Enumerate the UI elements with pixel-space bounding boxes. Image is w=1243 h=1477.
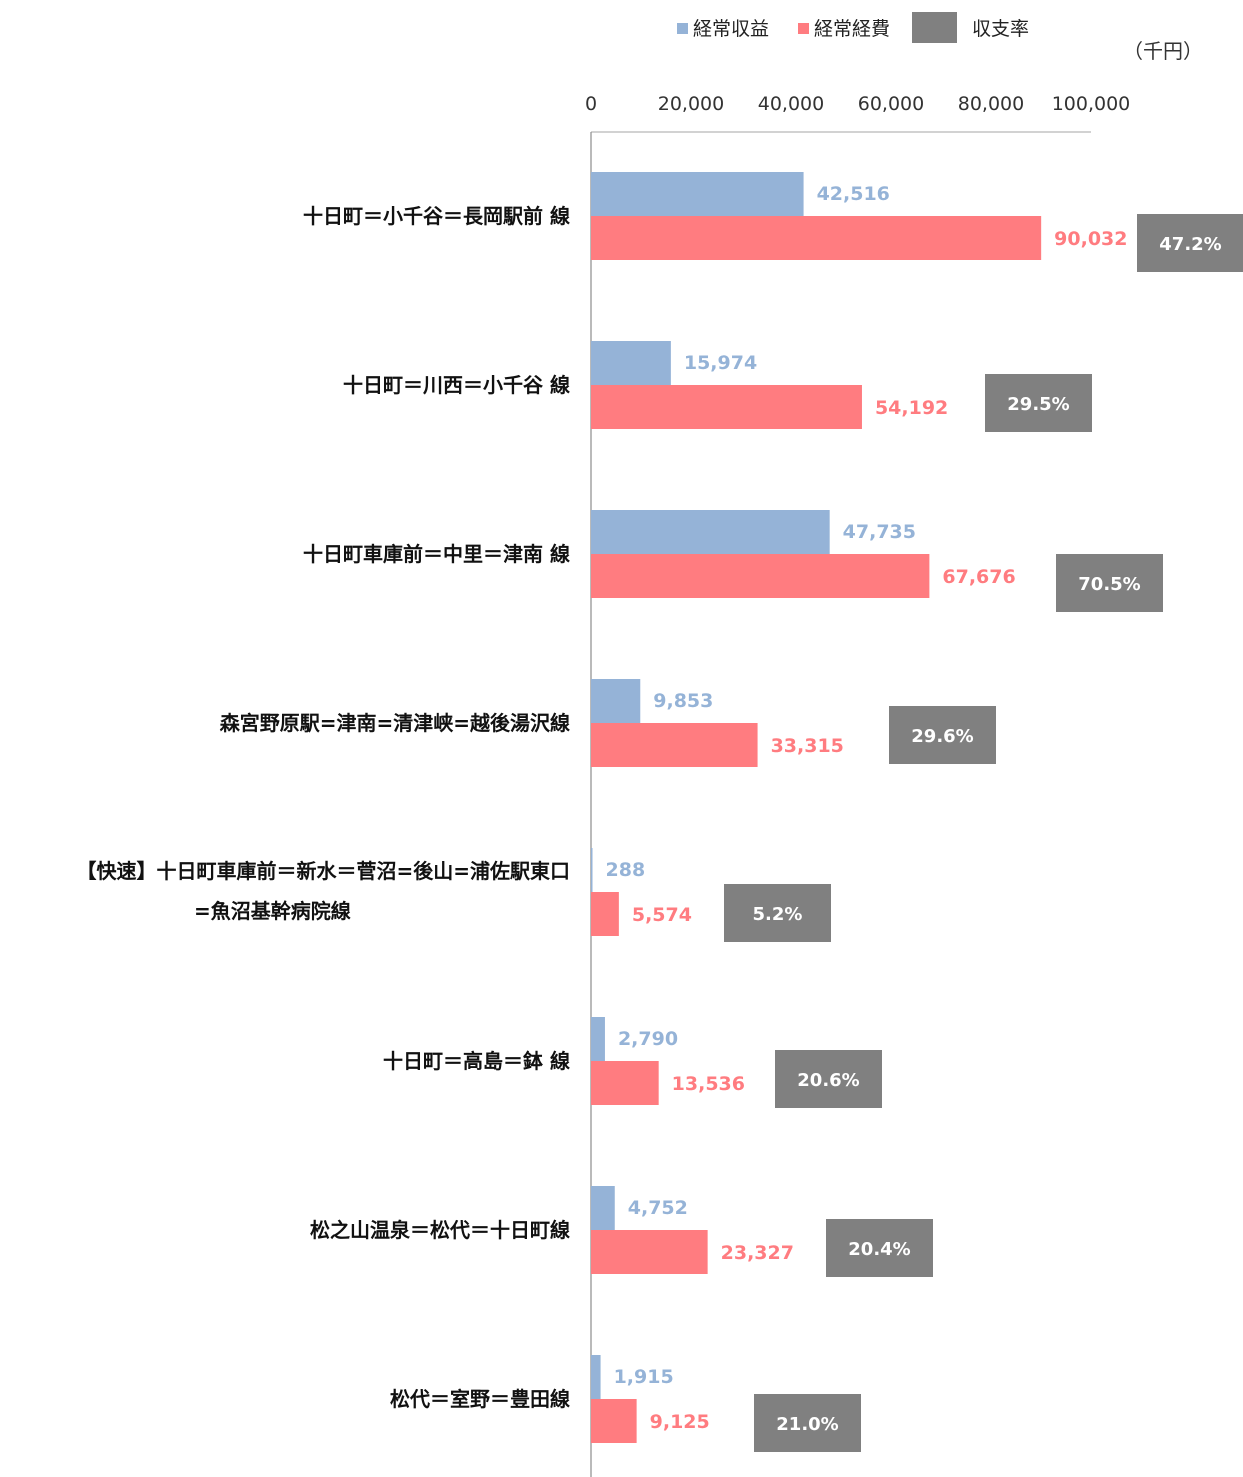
bar-expense [591,1399,637,1443]
bar-revenue [591,172,804,216]
ratio-box [985,374,1092,432]
category-label: 十日町＝小千谷＝長岡駅前 線 [303,204,570,228]
legend-swatch-2 [798,23,809,34]
data-label-revenue: 288 [606,859,646,881]
category-label: 松之山温泉＝松代＝十日町線 [310,1218,570,1242]
legend: 経常収益 経常経費 収支率 [677,12,1029,43]
category-label: 十日町車庫前＝中里＝津南 線 [303,542,570,566]
category-label: 松代＝室野＝豊田線 [390,1387,570,1411]
data-label-expense: 5,574 [632,904,692,926]
data-label-ratio: 29.5% [1007,394,1069,415]
category-label-line-2: =魚沼基幹病院線 [194,899,351,923]
data-label-ratio: 20.6% [797,1070,859,1091]
data-label-revenue: 15,974 [684,352,757,374]
data-label-expense: 67,676 [942,566,1015,588]
data-label-expense: 9,125 [650,1411,710,1433]
ratio-box [1056,554,1163,612]
data-label-revenue: 1,915 [614,1366,674,1388]
data-label-revenue: 42,516 [817,183,890,205]
legend-label-3: 収支率 [972,18,1029,40]
data-label-revenue: 47,735 [843,521,916,543]
bar-expense [591,1230,708,1274]
bar-revenue [591,1017,605,1061]
data-label-revenue: 2,790 [618,1028,678,1050]
ratio-box [754,1394,861,1452]
category-label: 十日町＝川西＝小千谷 線 [343,373,570,397]
category-label: 森宮野原駅=津南=清津峡=越後湯沢線 [220,711,570,735]
data-label-ratio: 29.6% [911,726,973,747]
x-axis-ticks: 0 20,000 40,000 60,000 80,000 100,000 [585,93,1130,115]
bar-expense [591,1061,659,1105]
x-tick-label: 80,000 [958,93,1024,115]
data-label-revenue: 4,752 [628,1197,688,1219]
bar-expense [591,892,619,936]
ratio-box [775,1050,882,1108]
bar-revenue [591,1186,615,1230]
ratio-box [889,706,996,764]
data-label-expense: 33,315 [771,735,844,757]
bar-revenue [591,848,593,892]
data-label-ratio: 70.5% [1078,574,1140,595]
data-label-ratio: 21.0% [776,1414,838,1435]
x-tick-label: 0 [585,93,597,115]
ratio-box [826,1219,933,1277]
category-label: 【快速】十日町車庫前＝新水＝菅沼=後山=浦佐駅東口 [76,859,570,883]
data-label-expense: 23,327 [721,1242,794,1264]
bar-expense [591,216,1042,260]
bar-expense [591,554,930,598]
x-tick-label: 40,000 [758,93,824,115]
legend-label-1: 経常収益 [693,18,769,40]
legend-swatch-1 [677,23,688,34]
x-tick-label: 20,000 [658,93,724,115]
data-label-ratio: 20.4% [848,1239,910,1260]
data-label-expense: 90,032 [1054,228,1127,250]
x-tick-label: 100,000 [1052,93,1131,115]
x-tick-label: 60,000 [858,93,924,115]
bar-revenue [591,341,671,385]
category-label: 十日町＝高島＝鉢 線 [383,1049,570,1073]
legend-swatch-3 [912,12,957,43]
bar-expense [591,385,862,429]
bar-expense [591,723,758,767]
data-label-expense: 13,536 [672,1073,745,1095]
data-label-revenue: 9,853 [653,690,713,712]
bar-revenue [591,679,641,723]
unit-label: （千円） [1123,39,1203,63]
bar-revenue [591,1355,601,1399]
legend-label-2: 経常経費 [814,18,890,40]
data-label-ratio: 47.2% [1159,234,1221,255]
ratio-box [724,884,831,942]
bars: 42,516 90,032 47.2% 15,974 54,192 29.5% 47,735… [591,172,1243,1452]
data-label-ratio: 5.2% [753,904,803,925]
data-label-expense: 54,192 [875,397,948,419]
bar-revenue [591,510,830,554]
ratio-box [1137,214,1243,272]
